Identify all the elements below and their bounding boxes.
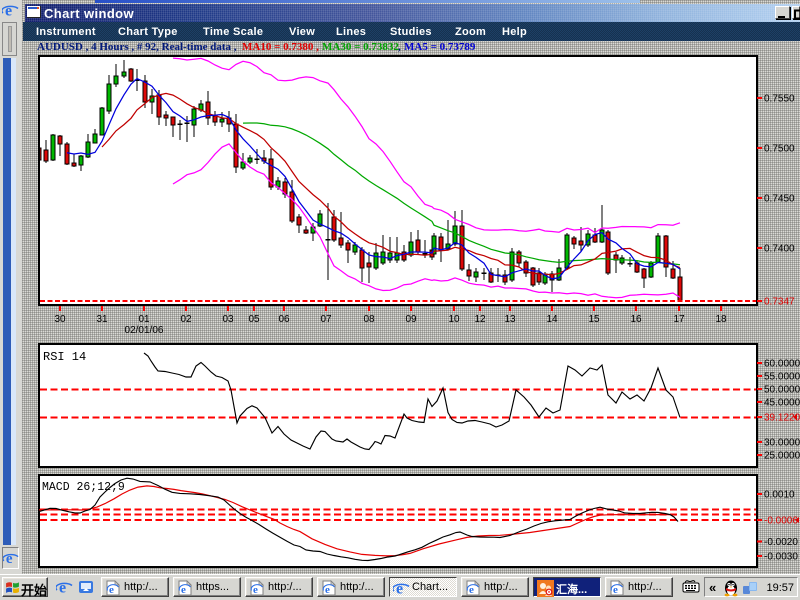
svg-text:e: e	[253, 584, 258, 596]
svg-text:e: e	[5, 3, 12, 20]
svg-text:0.7450: 0.7450	[764, 194, 795, 205]
svg-text:01: 01	[138, 314, 150, 325]
svg-text:60.0000: 60.0000	[764, 359, 800, 370]
svg-text:e: e	[396, 581, 403, 598]
svg-text:0.7500: 0.7500	[764, 144, 795, 155]
svg-text:07: 07	[320, 314, 332, 325]
svg-text:0.7347: 0.7347	[764, 297, 795, 308]
svg-text:-0.0030: -0.0030	[764, 552, 798, 563]
svg-text:05: 05	[248, 314, 260, 325]
svg-text:e: e	[325, 584, 330, 596]
svg-text:MACD 26;12;9: MACD 26;12;9	[42, 481, 125, 494]
svg-text:0.7400: 0.7400	[764, 244, 795, 255]
svg-text:0.0010: 0.0010	[764, 490, 795, 501]
svg-text:18: 18	[715, 314, 727, 325]
svg-text:-0.0020: -0.0020	[764, 537, 798, 548]
svg-text:08: 08	[363, 314, 375, 325]
svg-text:13: 13	[504, 314, 516, 325]
svg-text:55.0000: 55.0000	[764, 372, 800, 383]
svg-text:30.0000: 30.0000	[764, 438, 800, 449]
svg-text:09: 09	[405, 314, 417, 325]
svg-text:03: 03	[222, 314, 234, 325]
svg-text:0.7550: 0.7550	[764, 94, 795, 105]
svg-text:e: e	[469, 584, 474, 596]
svg-text:30: 30	[54, 314, 66, 325]
svg-text:16: 16	[630, 314, 642, 325]
svg-text:39.1220: 39.1220	[764, 413, 800, 424]
svg-text:-0.0006: -0.0006	[764, 516, 798, 527]
svg-text:e: e	[6, 551, 13, 567]
svg-text:RSI 14: RSI 14	[43, 350, 86, 364]
svg-text:31: 31	[96, 314, 108, 325]
svg-text:15: 15	[588, 314, 600, 325]
svg-text:02/01/06: 02/01/06	[125, 325, 164, 336]
svg-text:e: e	[181, 584, 186, 596]
svg-text:10: 10	[448, 314, 460, 325]
svg-text:e: e	[109, 584, 114, 596]
svg-text:e: e	[613, 584, 618, 596]
svg-text:45.0000: 45.0000	[764, 398, 800, 409]
svg-text:12: 12	[474, 314, 486, 325]
svg-text:06: 06	[278, 314, 290, 325]
svg-text:17: 17	[673, 314, 685, 325]
svg-text:14: 14	[546, 314, 558, 325]
svg-text:25.0000: 25.0000	[764, 451, 800, 462]
svg-text:50.0000: 50.0000	[764, 385, 800, 396]
svg-text:e: e	[59, 580, 66, 597]
svg-text:02: 02	[180, 314, 192, 325]
